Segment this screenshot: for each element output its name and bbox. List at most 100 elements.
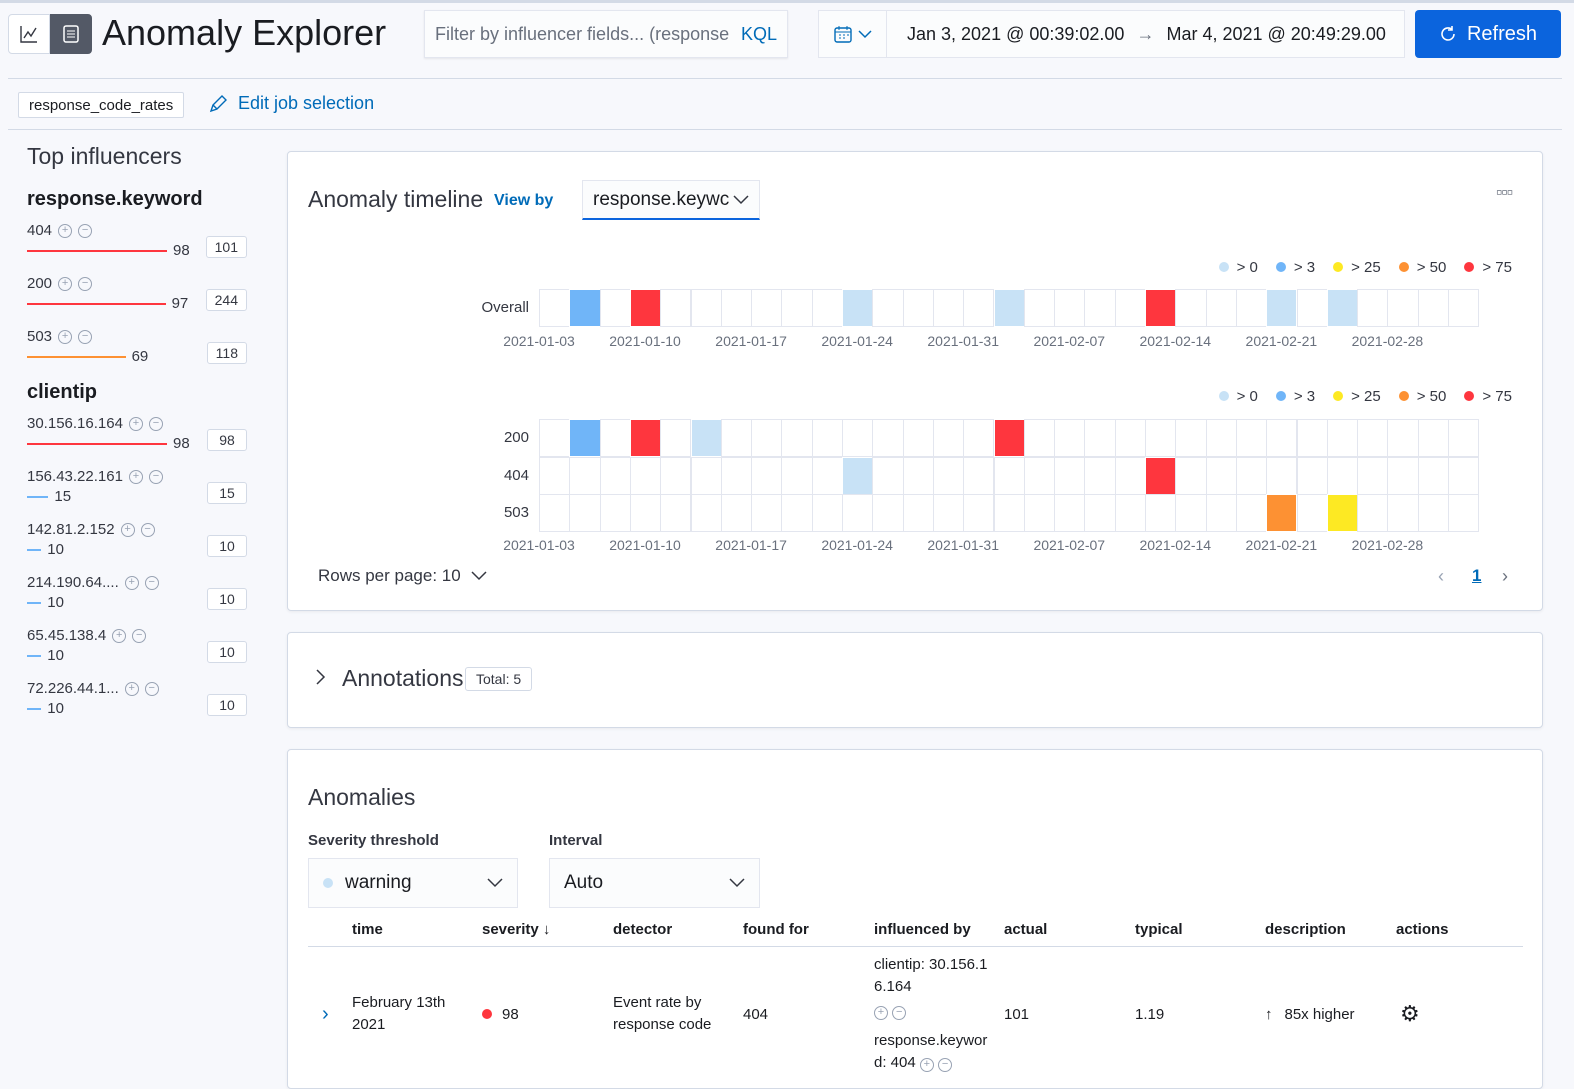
filter-remove-icon[interactable]: − xyxy=(148,416,163,431)
heatmap-cell[interactable] xyxy=(1114,494,1146,532)
heatmap-cell[interactable] xyxy=(1296,494,1328,532)
heatmap-cell[interactable] xyxy=(1084,494,1116,532)
heatmap-cell-anomaly[interactable] xyxy=(690,419,722,457)
heatmap-cell[interactable] xyxy=(1114,419,1146,457)
influencer-value[interactable]: 503 xyxy=(27,328,53,345)
view-by-select[interactable]: response.keywc xyxy=(582,180,760,220)
heatmap-cell[interactable] xyxy=(811,456,843,495)
filter-remove-icon[interactable]: − xyxy=(78,329,93,344)
heatmap-cell-anomaly[interactable] xyxy=(1326,494,1359,532)
heatmap-cell[interactable] xyxy=(599,456,631,495)
heatmap-cell-anomaly[interactable] xyxy=(842,289,874,327)
heatmap-cell[interactable] xyxy=(811,494,843,532)
heatmap-cell[interactable] xyxy=(1145,419,1177,457)
heatmap-cell[interactable] xyxy=(751,494,783,532)
heatmap-cell-anomaly[interactable] xyxy=(569,419,601,457)
next-page-icon[interactable]: › xyxy=(1502,566,1508,586)
heatmap-cell[interactable] xyxy=(1387,289,1419,327)
heatmap-cell[interactable] xyxy=(1084,289,1116,327)
heatmap-cell[interactable] xyxy=(902,494,934,532)
heatmap-cell-anomaly[interactable] xyxy=(569,289,601,327)
heatmap-cell-anomaly[interactable] xyxy=(629,289,662,327)
heatmap-cell[interactable] xyxy=(751,456,783,495)
heatmap-cell[interactable] xyxy=(720,419,753,457)
heatmap-cell[interactable] xyxy=(1023,419,1056,457)
heatmap-cell[interactable] xyxy=(1387,494,1419,532)
heatmap-cell[interactable] xyxy=(1175,289,1207,327)
heatmap-cell[interactable] xyxy=(902,456,934,495)
filter-add-icon[interactable]: + xyxy=(112,628,127,643)
heatmap-cell[interactable] xyxy=(569,456,601,495)
heatmap-cell[interactable] xyxy=(1296,289,1328,327)
heatmap-cell[interactable] xyxy=(781,494,813,532)
influencer-value[interactable]: 214.190.64.... xyxy=(27,574,119,591)
heatmap-cell[interactable] xyxy=(1145,494,1177,532)
heatmap-cell[interactable] xyxy=(872,456,904,495)
heatmap-cell[interactable] xyxy=(1266,419,1298,457)
heatmap-cell[interactable] xyxy=(690,494,722,532)
heatmap-cell[interactable] xyxy=(1084,456,1116,495)
interval-select[interactable]: Auto xyxy=(549,858,760,908)
page-1-link[interactable]: 1 xyxy=(1472,566,1482,585)
column-actual[interactable]: actual xyxy=(1004,921,1048,939)
heatmap-cell[interactable] xyxy=(932,289,965,327)
heatmap-cell[interactable] xyxy=(1417,419,1449,457)
heatmap-cell[interactable] xyxy=(963,456,995,495)
heatmap-cell-anomaly[interactable] xyxy=(1145,456,1177,495)
end-date[interactable]: Mar 4, 2021 @ 20:49:29.00 xyxy=(1166,23,1386,44)
heatmap-cell[interactable] xyxy=(1205,494,1237,532)
heatmap-cell-anomaly[interactable] xyxy=(1266,289,1298,327)
heatmap-cell[interactable] xyxy=(660,456,692,495)
edit-job-selection-link[interactable]: Edit job selection xyxy=(208,93,374,114)
actions-gear-icon[interactable]: ⚙ xyxy=(1400,1001,1420,1027)
filter-remove-icon[interactable]: − xyxy=(140,522,155,537)
heatmap-cell[interactable] xyxy=(539,419,571,457)
heatmap-cell[interactable] xyxy=(1266,456,1298,495)
heatmap-cell[interactable] xyxy=(599,494,631,532)
heatmap-cell[interactable] xyxy=(811,419,843,457)
heatmap-cell[interactable] xyxy=(1023,494,1056,532)
heatmap-cell[interactable] xyxy=(1054,494,1086,532)
heatmap-cell[interactable] xyxy=(1326,456,1359,495)
influencer-value[interactable]: 72.226.44.1... xyxy=(27,680,119,697)
heatmap-cell[interactable] xyxy=(690,289,722,327)
heatmap-cell[interactable] xyxy=(1205,289,1237,327)
heatmap-cell[interactable] xyxy=(1296,456,1328,495)
heatmap-cell-anomaly[interactable] xyxy=(629,419,662,457)
heatmap-cell[interactable] xyxy=(1235,494,1268,532)
heatmap-cell[interactable] xyxy=(660,419,692,457)
heatmap-cell[interactable] xyxy=(902,419,934,457)
heatmap-cell[interactable] xyxy=(720,289,753,327)
filter-add-icon[interactable]: + xyxy=(124,681,139,696)
heatmap-cell[interactable] xyxy=(1296,419,1328,457)
heatmap-cell[interactable] xyxy=(1448,494,1480,532)
heatmap-cell-anomaly[interactable] xyxy=(993,419,1025,457)
heatmap-cell[interactable] xyxy=(660,494,692,532)
heatmap-cell[interactable] xyxy=(1448,289,1480,327)
heatmap-cell-anomaly[interactable] xyxy=(993,289,1025,327)
heatmap-cell[interactable] xyxy=(842,494,874,532)
column-typical[interactable]: typical xyxy=(1135,921,1183,939)
filter-add-icon[interactable]: + xyxy=(58,223,73,238)
filter-remove-icon[interactable]: − xyxy=(892,1005,907,1020)
start-date[interactable]: Jan 3, 2021 @ 00:39:02.00 xyxy=(907,23,1125,44)
heatmap-cell[interactable] xyxy=(1417,456,1449,495)
heatmap-cell[interactable] xyxy=(993,456,1025,495)
kql-toggle[interactable]: KQL xyxy=(740,23,777,44)
heatmap-cell[interactable] xyxy=(1023,456,1056,495)
heatmap-cell[interactable] xyxy=(1023,289,1056,327)
heatmap-cell[interactable] xyxy=(1114,289,1146,327)
heatmap-cell[interactable] xyxy=(1387,419,1419,457)
heatmap-cell[interactable] xyxy=(720,456,753,495)
heatmap-cell[interactable] xyxy=(872,494,904,532)
heatmap-cell[interactable] xyxy=(1417,289,1449,327)
influencer-value[interactable]: 404 xyxy=(27,222,53,239)
heatmap-cell[interactable] xyxy=(1235,456,1268,495)
heatmap-cell[interactable] xyxy=(539,494,571,532)
heatmap-cell[interactable] xyxy=(569,494,601,532)
heatmap-cell[interactable] xyxy=(902,289,934,327)
quick-menu-button[interactable] xyxy=(819,11,887,57)
heatmap-cell[interactable] xyxy=(660,289,692,327)
filter-remove-icon[interactable]: − xyxy=(78,276,93,291)
anomaly-explorer-button[interactable] xyxy=(50,14,92,54)
